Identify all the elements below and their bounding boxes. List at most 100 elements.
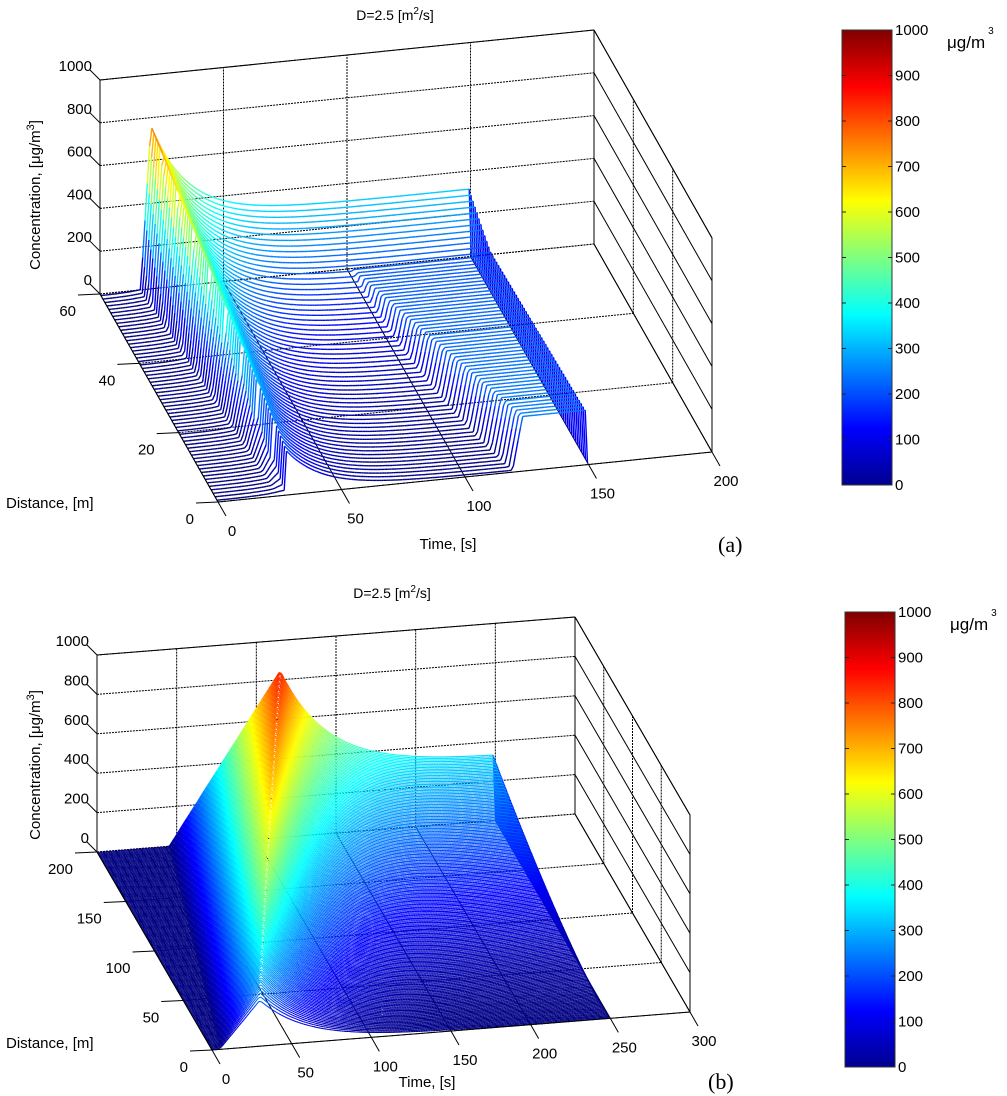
series-segment: [253, 254, 255, 255]
series-segment: [221, 200, 223, 201]
series-segment: [257, 298, 259, 299]
series-segment: [267, 323, 269, 324]
series-segment: [196, 192, 198, 194]
series-segment: [227, 227, 229, 228]
series-segment: [223, 216, 225, 217]
series-segment: [259, 327, 261, 328]
series-segment: [256, 284, 258, 285]
series-segment: [220, 246, 222, 247]
series-segment: [236, 254, 238, 255]
series-segment: [222, 273, 224, 275]
series-segment: [208, 195, 210, 196]
series-segment: [229, 259, 231, 260]
series-segment: [197, 209, 199, 211]
series-segment: [275, 338, 277, 339]
series-segment: [232, 257, 234, 258]
series-segment: [211, 236, 213, 238]
series-segment: [233, 289, 235, 291]
series-segment: [229, 282, 231, 284]
series-segment: [224, 231, 226, 232]
series-segment: [189, 275, 191, 300]
series-segment: [171, 267, 173, 297]
series-segment: [220, 268, 222, 270]
series-segment: [263, 304, 265, 305]
series-segment: [191, 348, 193, 365]
series-segment: [204, 230, 206, 232]
series-segment: [192, 204, 194, 206]
series-segment: [256, 279, 258, 280]
series-segment: [404, 341, 406, 350]
series-segment: [257, 270, 259, 271]
series-segment: [181, 237, 183, 265]
series-segment: [269, 323, 271, 324]
series-segment: [238, 236, 240, 237]
series-segment: [192, 250, 194, 275]
series-segment: [265, 318, 267, 319]
series-segment: [211, 242, 213, 244]
series-segment: [173, 276, 175, 305]
series-segment: [220, 224, 222, 225]
series-segment: [145, 230, 147, 266]
series-segment: [249, 303, 251, 304]
series-segment: [253, 309, 255, 310]
series-segment: [255, 339, 257, 341]
series-segment: [255, 297, 257, 298]
series-segment: [218, 248, 220, 250]
series-segment: [201, 216, 203, 218]
series-segment: [264, 322, 266, 323]
series-segment: [152, 318, 154, 319]
series-segment: [221, 234, 223, 235]
series-segment: [246, 330, 248, 332]
series-segment: [218, 219, 220, 220]
series-segment: [168, 342, 170, 343]
series-segment: [231, 229, 233, 230]
series-segment: [275, 307, 277, 308]
series-segment: [200, 386, 202, 387]
series-segment: [184, 185, 186, 188]
series-segment: [189, 183, 191, 185]
series-segment: [252, 269, 254, 270]
series-segment: [169, 297, 171, 327]
series-segment: [217, 255, 219, 257]
series-segment: [175, 247, 177, 276]
series-segment: [173, 353, 175, 354]
series-segment: [172, 181, 174, 218]
series-segment: [234, 229, 236, 230]
series-segment: [239, 225, 241, 226]
series-segment: [254, 331, 256, 333]
series-segment: [242, 302, 244, 304]
series-segment: [237, 276, 239, 277]
series-segment: [232, 213, 234, 214]
series-segment: [233, 266, 235, 267]
series-segment: [233, 244, 235, 245]
series-segment: [260, 312, 262, 313]
series-segment: [263, 340, 265, 341]
series-segment: [256, 275, 258, 276]
series-segment: [246, 248, 248, 249]
series-segment: [238, 292, 240, 294]
series-segment: [263, 313, 265, 314]
series-segment: [156, 321, 158, 322]
series-segment: [217, 199, 219, 200]
series-segment: [258, 285, 260, 286]
series-segment: [213, 241, 215, 243]
series-segment: [167, 208, 169, 240]
series-segment: [158, 147, 160, 189]
series-segment: [277, 312, 279, 313]
series-segment: [404, 318, 406, 329]
series-segment: [354, 275, 356, 277]
series-segment: [245, 267, 247, 268]
series-segment: [277, 317, 279, 318]
series-segment: [236, 284, 238, 285]
series-segment: [242, 270, 244, 271]
series-segment: [209, 237, 211, 239]
series-segment: [251, 282, 253, 283]
series-segment: [208, 214, 210, 215]
series-segment: [215, 222, 217, 223]
series-segment: [238, 312, 240, 314]
series-segment: [162, 158, 164, 166]
series-segment: [250, 315, 252, 316]
series-segment: [197, 205, 199, 207]
series-segment: [214, 198, 216, 199]
